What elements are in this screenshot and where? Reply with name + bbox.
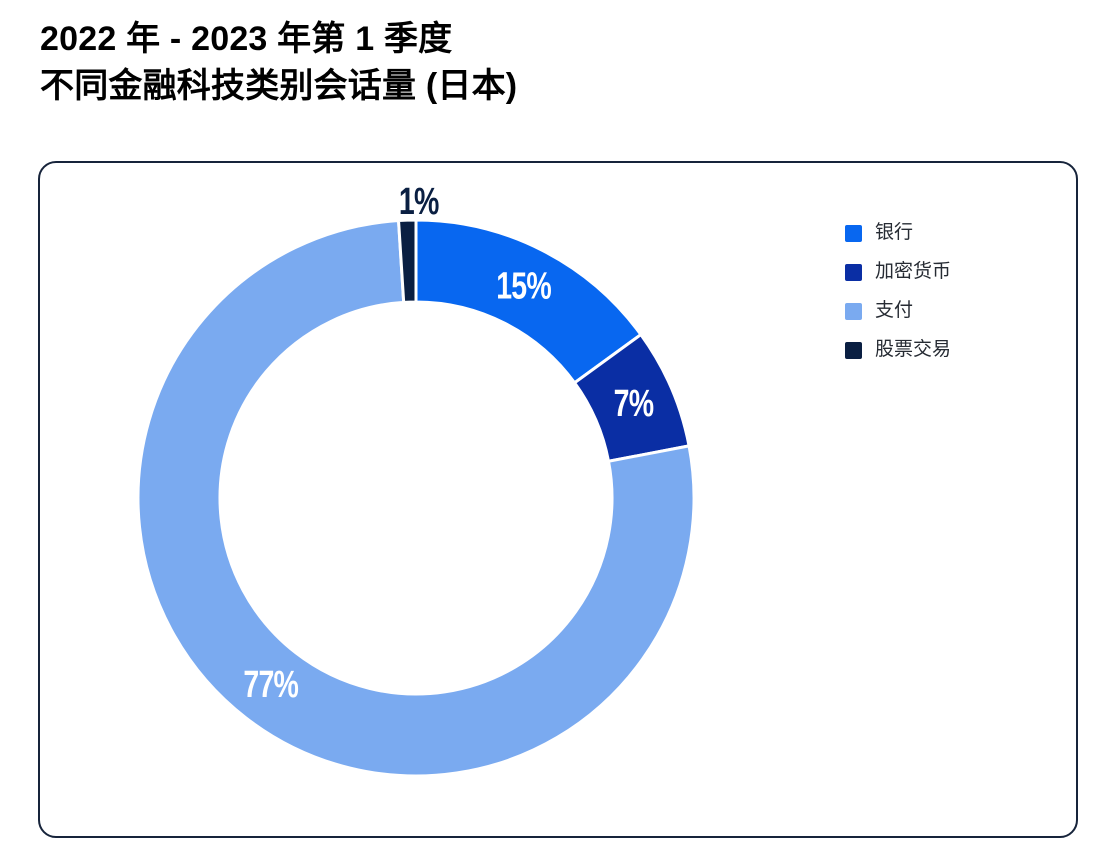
legend-label: 支付 — [875, 300, 914, 321]
legend-item: 银行 — [845, 221, 951, 245]
page-title-line2: 不同金融科技类别会话量 (日本) — [40, 67, 518, 105]
slice-label: 77% — [243, 664, 298, 706]
legend-swatch — [845, 302, 862, 320]
legend-label: 股票交易 — [875, 339, 952, 360]
slice-label: 7% — [614, 383, 654, 425]
legend-item: 股票交易 — [845, 338, 951, 362]
donut-slice-股票交易 — [396, 218, 418, 304]
slice-label: 1% — [399, 181, 439, 223]
chart-card: 15% 7% 77% 1% 银行加密货币支付股票交易 — [38, 161, 1078, 838]
chart-legend: 银行加密货币支付股票交易 — [845, 221, 951, 362]
legend-item: 支付 — [845, 299, 951, 323]
page-title: 2022 年 - 2023 年第 1 季度 不同金融科技类别会话量 (日本) — [40, 16, 517, 110]
donut-chart: 15% 7% 77% 1% — [136, 181, 696, 778]
legend-item: 加密货币 — [845, 260, 951, 284]
slice-label: 15% — [496, 266, 551, 308]
legend-swatch — [845, 224, 862, 242]
legend-label: 银行 — [875, 222, 914, 243]
page-title-line1: 2022 年 - 2023 年第 1 季度 — [40, 20, 453, 58]
legend-swatch — [845, 263, 862, 281]
legend-swatch — [845, 341, 862, 359]
legend-label: 加密货币 — [875, 261, 952, 282]
donut-slice-支付 — [136, 218, 696, 778]
